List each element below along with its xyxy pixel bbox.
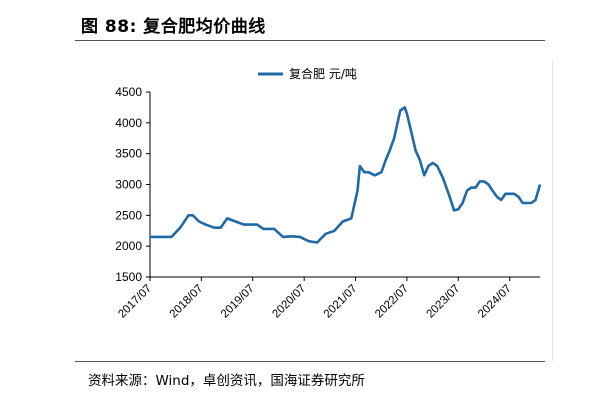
x-tick-label: 2024/07 [476, 283, 514, 321]
legend: 复合肥 元/吨 [258, 66, 357, 81]
x-tick-label: 2022/07 [373, 283, 411, 321]
adjacent-panel-border [552, 61, 553, 361]
x-tick-label: 2021/07 [322, 283, 360, 321]
series-layer [149, 106, 542, 244]
y-tick-label: 4500 [115, 85, 142, 99]
series-line [150, 106, 542, 244]
y-tick-label: 4000 [115, 116, 142, 130]
y-tick-label: 2500 [115, 208, 142, 222]
x-tick-label: 2018/07 [168, 283, 206, 321]
chart: 复合肥 元/吨 1500 2000 2500 3000 3500 4000 4500 201… [115, 66, 542, 321]
x-tick-label: 2017/07 [116, 283, 154, 321]
source-note: 资料来源：Wind，卓创资讯，国海证券研究所 [88, 373, 365, 389]
y-tick-label: 3000 [115, 178, 142, 192]
top-rule [75, 40, 545, 41]
y-tick-label: 2000 [115, 239, 142, 253]
axes [149, 92, 540, 278]
legend-label: 复合肥 元/吨 [289, 66, 357, 81]
x-tick-label: 2019/07 [219, 283, 257, 321]
bottom-rule [75, 361, 545, 362]
y-tick-label: 1500 [115, 270, 142, 284]
x-tick-label: 2020/07 [270, 283, 308, 321]
x-tick-label: 2023/07 [424, 283, 462, 321]
adjacent-panel-fragment [546, 41, 612, 361]
y-tick-label: 3500 [115, 147, 142, 161]
x-axis-ticks: 2017/07 2018/07 2019/07 2020/07 2021/07 2022/… [116, 277, 514, 321]
y-axis-ticks: 1500 2000 2500 3000 3500 4000 4500 [115, 85, 150, 284]
figure-title: 图 88: 复合肥均价曲线 [81, 17, 266, 37]
